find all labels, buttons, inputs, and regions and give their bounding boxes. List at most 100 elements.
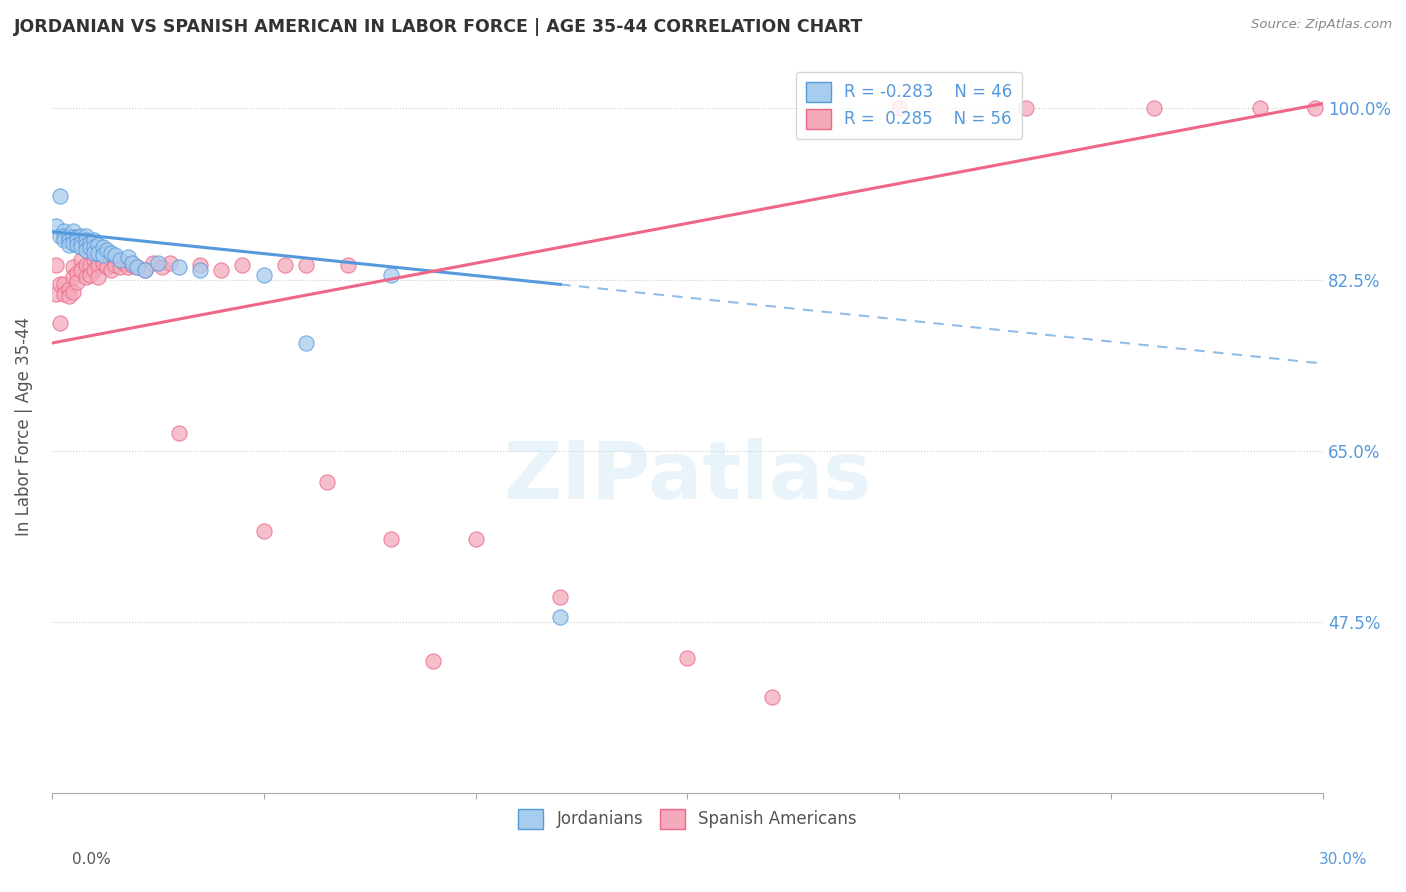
Point (83, 240, 105, 254)
Point (83, 246, 105, 260)
Text: 0.0%: 0.0% (72, 852, 111, 867)
Point (91, 240, 114, 254)
Point (91, 256, 114, 270)
Point (58, 289, 80, 303)
Point (91, 248, 114, 262)
Point (150, 260, 173, 274)
Point (49, 228, 72, 243)
Point (104, 258, 127, 272)
Point (209, 262, 232, 277)
Point (108, 260, 131, 274)
Point (75, 228, 97, 243)
Point (70, 236, 93, 251)
Point (70, 252, 93, 267)
Point (53, 224, 76, 238)
Point (70, 240, 93, 254)
Point (58, 282, 80, 296)
Point (87, 246, 110, 260)
Point (337, 258, 360, 272)
Point (83, 252, 105, 267)
Point (49, 277, 72, 292)
Text: ZIPatlas: ZIPatlas (503, 439, 872, 516)
Point (167, 425, 190, 440)
Point (87, 258, 110, 272)
Point (45, 219, 67, 233)
Point (316, 475, 339, 489)
Point (100, 246, 122, 260)
Point (121, 256, 143, 270)
Point (62, 285, 84, 300)
Point (380, 268, 402, 282)
Point (62, 269, 84, 284)
Point (62, 224, 84, 238)
Point (422, 654, 444, 668)
Y-axis label: In Labor Force | Age 35-44: In Labor Force | Age 35-44 (15, 317, 32, 536)
Point (58, 238, 80, 252)
Point (889, 102, 911, 116)
Text: Source: ZipAtlas.com: Source: ZipAtlas.com (1251, 18, 1392, 31)
Point (380, 532, 402, 546)
Point (231, 258, 253, 272)
Text: 30.0%: 30.0% (1319, 852, 1367, 867)
Point (274, 258, 297, 272)
Point (134, 262, 156, 277)
Point (66, 266, 89, 280)
Point (66, 276, 89, 290)
Point (550, 609, 572, 624)
Point (58, 228, 80, 243)
Point (75, 258, 97, 272)
Point (1249, 102, 1271, 116)
Point (1303, 102, 1326, 116)
Point (62, 230, 84, 244)
Point (96, 243, 118, 257)
Legend: Jordanians, Spanish Americans: Jordanians, Spanish Americans (512, 802, 863, 836)
Point (83, 234, 105, 248)
Point (188, 258, 211, 272)
Point (79, 268, 101, 282)
Point (159, 256, 181, 270)
Point (104, 248, 127, 262)
Point (49, 317, 72, 331)
Point (79, 258, 101, 272)
Point (112, 256, 135, 270)
Point (62, 260, 84, 274)
Point (121, 258, 143, 272)
Point (146, 256, 169, 270)
Point (49, 189, 72, 203)
Point (53, 277, 76, 292)
Point (83, 262, 105, 277)
Text: JORDANIAN VS SPANISH AMERICAN IN LABOR FORCE | AGE 35-44 CORRELATION CHART: JORDANIAN VS SPANISH AMERICAN IN LABOR F… (14, 18, 863, 36)
Point (100, 262, 122, 277)
Point (62, 236, 84, 251)
Point (117, 260, 139, 274)
Point (66, 230, 89, 244)
Point (75, 238, 97, 252)
Point (253, 268, 276, 282)
Point (108, 252, 131, 267)
Point (66, 238, 89, 252)
Point (167, 260, 190, 274)
Point (1015, 102, 1038, 116)
Point (45, 258, 67, 272)
Point (761, 690, 783, 704)
Point (58, 234, 80, 248)
Point (70, 262, 93, 277)
Point (96, 260, 118, 274)
Point (550, 590, 572, 604)
Point (79, 240, 101, 254)
Point (295, 336, 318, 351)
Point (53, 228, 76, 243)
Point (125, 260, 148, 274)
Point (253, 524, 276, 538)
Point (464, 532, 486, 546)
Point (188, 262, 211, 277)
Point (295, 258, 318, 272)
Point (87, 238, 110, 252)
Point (125, 260, 148, 274)
Point (75, 234, 97, 248)
Point (70, 228, 93, 243)
Point (117, 250, 139, 264)
Point (142, 256, 165, 270)
Point (79, 236, 101, 251)
Point (134, 262, 156, 277)
